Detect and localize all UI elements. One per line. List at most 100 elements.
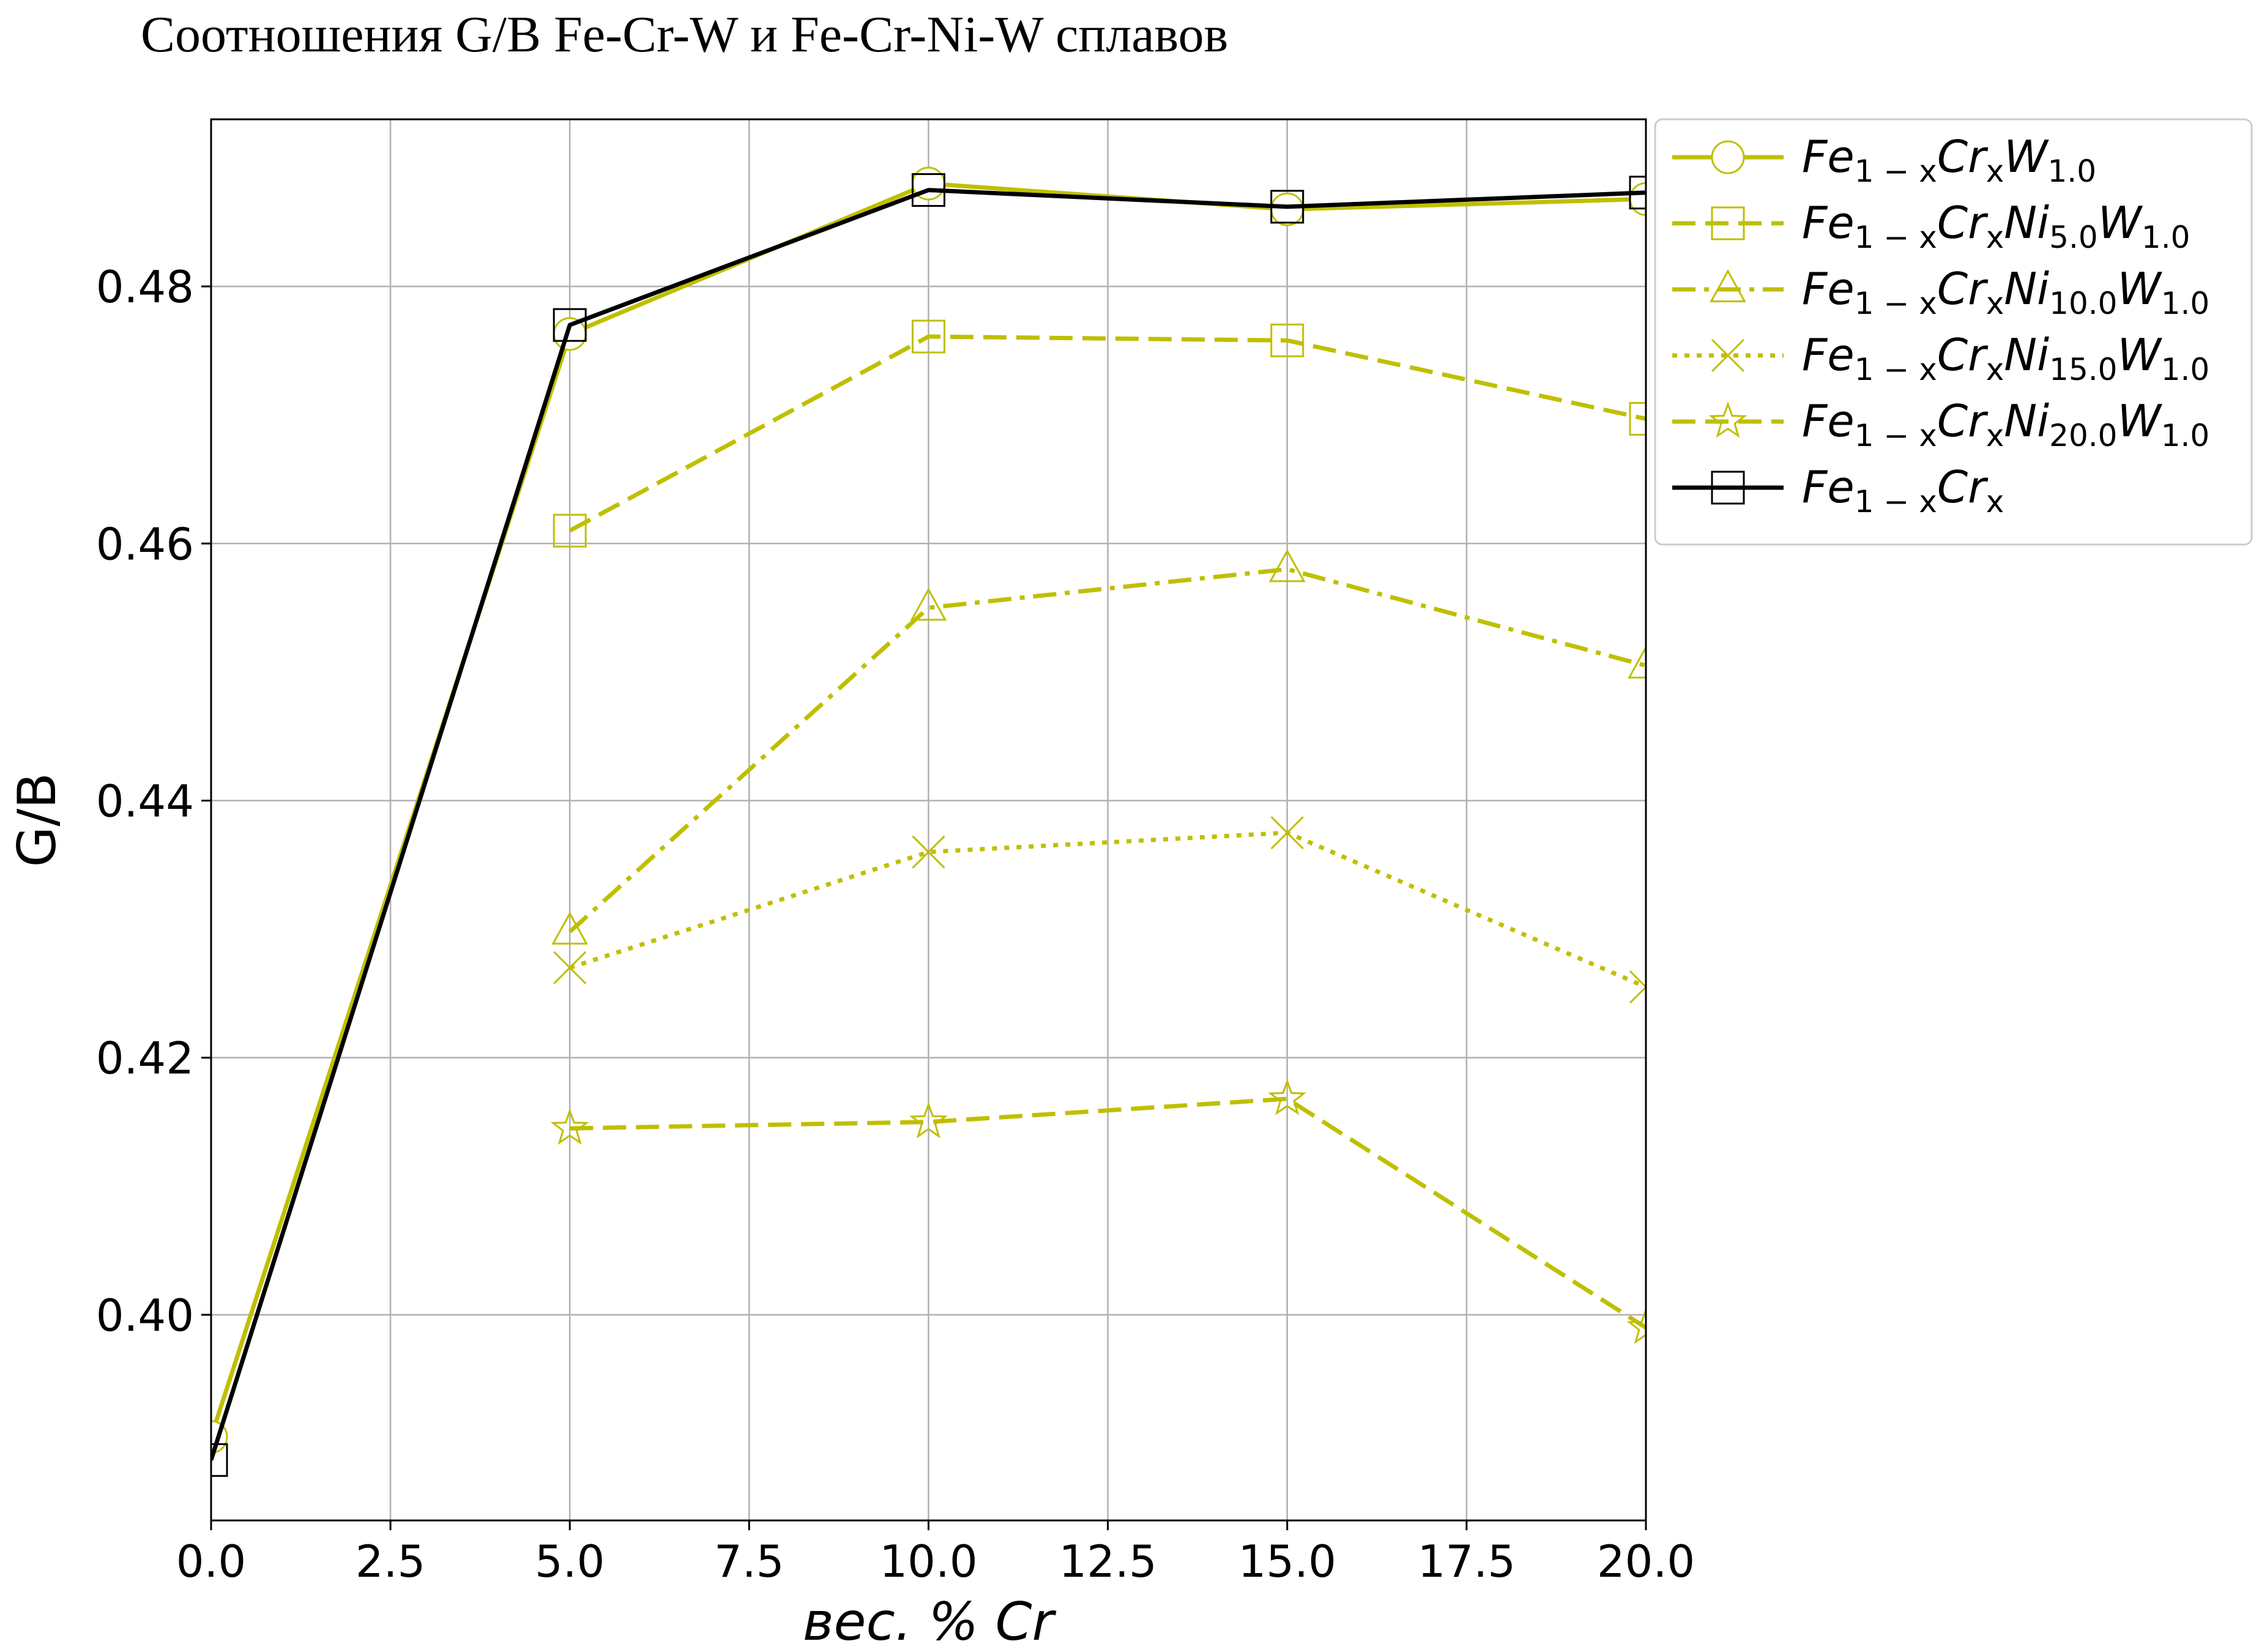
series-line [570, 1096, 1646, 1330]
legend-entry: Fe1 − xCrxW1.0 [1672, 131, 2096, 189]
x-tick-label: 12.5 [1059, 1536, 1156, 1587]
data-point [551, 911, 589, 945]
data-point [553, 513, 587, 548]
legend-text-part: Cr [1937, 329, 1989, 381]
marker-stroke [1270, 816, 1304, 850]
legend-text-part: Fe [1802, 263, 1855, 314]
series-line [568, 567, 1646, 934]
legend-entry: Fe1 − xCrxNi5.0W1.0 [1672, 197, 2190, 255]
series-layer [211, 166, 1646, 1477]
data-point [1629, 402, 1646, 436]
legend-subscript: 1.0 [2047, 154, 2096, 189]
legend-subscript: 1 − x [1855, 352, 1937, 387]
legend-subscript: 1 − x [1855, 154, 1937, 189]
legend-label: Fe1 − xCrxNi20.0W1.0 [1802, 395, 2209, 453]
legend-text-part: Fe [1802, 461, 1855, 513]
legend-text-part: Fe [1802, 329, 1855, 381]
series-3 [553, 816, 1646, 1004]
legend-text-part: W [2117, 329, 2162, 381]
x-tick-label: 15.0 [1238, 1536, 1336, 1587]
legend-subscript: 1.0 [2161, 352, 2210, 387]
legend-text-part: Ni [2004, 329, 2049, 381]
legend-subscript: 1 − x [1855, 484, 1937, 519]
series-line [211, 188, 1646, 1461]
legend-subscript: 5.0 [2049, 220, 2098, 255]
legend-box [1654, 118, 2253, 546]
data-point [553, 308, 587, 342]
x-tick-label: 17.5 [1418, 1536, 1516, 1587]
legend-text-part: Cr [1937, 395, 1989, 447]
legend-subscript: x [1986, 286, 2004, 321]
marker-stroke [1629, 970, 1646, 989]
data-point [553, 951, 587, 984]
data-point [1629, 176, 1646, 210]
series-line [568, 334, 1646, 533]
y-tick-label: 0.46 [96, 518, 194, 570]
data-point [1628, 645, 1646, 679]
data-point [1270, 816, 1304, 850]
legend-label: Fe1 − xCrxNi5.0W1.0 [1802, 197, 2190, 255]
legend-text-part: Cr [1937, 197, 1989, 248]
legend-marker [1710, 269, 1746, 302]
marker-stroke [912, 835, 945, 869]
legend-label: Fe1 − xCrxNi15.0W1.0 [1802, 329, 2209, 387]
legend-text-part: Fe [1802, 197, 1855, 248]
data-point [1629, 970, 1646, 1004]
legend-entry: Fe1 − xCrxNi10.0W1.0 [1672, 263, 2209, 321]
legend-text-part: Ni [2004, 197, 2049, 248]
data-point [1268, 549, 1306, 582]
legend-label: Fe1 − xCrxW1.0 [1802, 131, 2096, 189]
legend-entry: Fe1 − xCrxNi15.0W1.0 [1672, 329, 2209, 387]
x-tick-label: 0.0 [176, 1536, 247, 1587]
y-tick-label: 0.42 [96, 1033, 194, 1084]
x-tick-label: 5.0 [535, 1536, 605, 1587]
legend-subscript: 15.0 [2049, 352, 2117, 387]
legend-marker [1711, 206, 1745, 240]
legend-label: Fe1 − xCrxNi10.0W1.0 [1802, 263, 2209, 321]
legend-entry: Fe1 − xCrx [1672, 461, 2004, 519]
y-tick-label: 0.44 [96, 775, 194, 827]
data-point [910, 587, 947, 621]
legend-text-part: Ni [2004, 263, 2049, 314]
series-4 [550, 1078, 1646, 1344]
data-point [1270, 323, 1304, 357]
legend-subscript: 10.0 [2049, 286, 2117, 321]
legend-text-part: Fe [1802, 131, 1855, 182]
legend-subscript: 1 − x [1855, 418, 1937, 453]
legend-marker [1711, 471, 1745, 505]
legend-marker [1711, 140, 1745, 174]
series-2 [551, 549, 1646, 945]
x-tick-label: 7.5 [714, 1536, 784, 1587]
data-point [909, 1101, 948, 1139]
data-point [912, 835, 945, 869]
marker-stroke [553, 951, 587, 984]
legend-text-part: Ni [2004, 395, 2049, 447]
legend-marker [1708, 401, 1747, 438]
legend-subscript: x [1986, 220, 2004, 255]
x-tick-label: 20.0 [1597, 1536, 1695, 1587]
legend-subscript: x [1986, 418, 2004, 453]
legend-subscript: x [1986, 352, 2004, 387]
marker-stroke [1629, 985, 1646, 1004]
legend-text-part: W [2117, 395, 2162, 447]
legend-text-part: Cr [1937, 263, 1989, 314]
legend-subscript: 1.0 [2142, 220, 2190, 255]
legend-text-part: Cr [1937, 131, 1989, 182]
legend-label: Fe1 − xCrx [1802, 461, 2004, 519]
legend-text-part: W [2004, 131, 2049, 182]
y-axis-label: G/B [7, 773, 68, 868]
x-axis-label: вес. % Cr [803, 1591, 1057, 1652]
chart-title: Соотношения G/B Fe-Cr-W и Fe-Cr-Ni-W спл… [141, 6, 1229, 63]
legend-text-part: Cr [1937, 461, 1989, 513]
y-tick-label: 0.48 [96, 261, 194, 313]
series-5 [211, 173, 1646, 1477]
data-point [1268, 1078, 1307, 1115]
legend-text-part: W [2098, 197, 2143, 248]
legend-subscript: 1 − x [1855, 286, 1937, 321]
series-1 [553, 319, 1646, 548]
data-point [912, 173, 945, 207]
legend-entry: Fe1 − xCrxNi20.0W1.0 [1672, 395, 2209, 453]
legend-subscript: 1.0 [2161, 418, 2210, 453]
